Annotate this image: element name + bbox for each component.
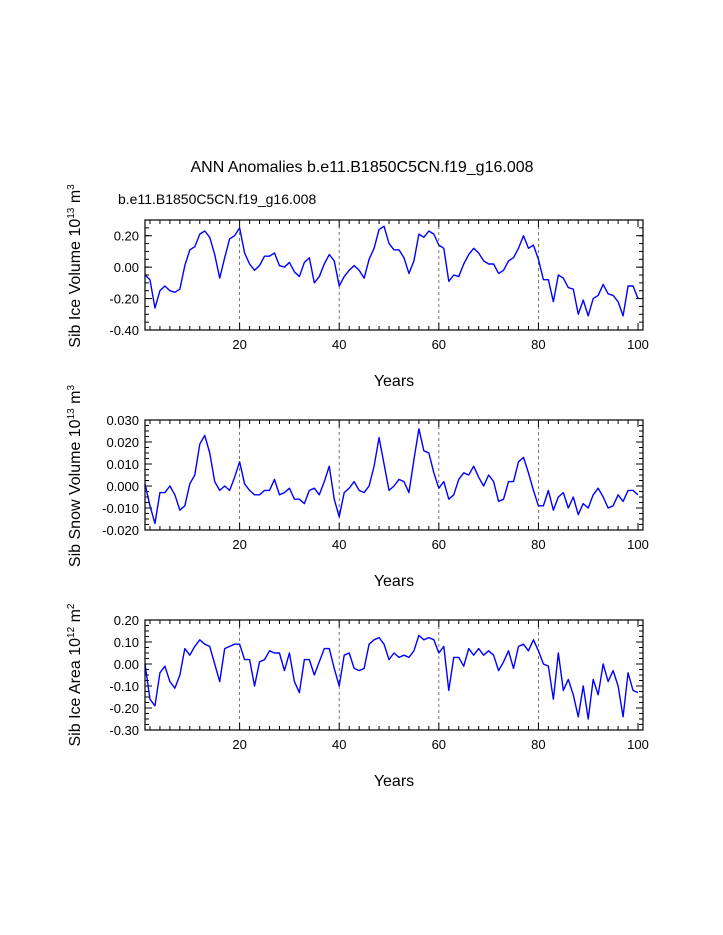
figure-title: ANN Anomalies b.e11.B1850C5CN.f19_g16.00… <box>190 159 533 176</box>
x-tick-label: 100 <box>627 537 649 552</box>
y-tick-label: -0.010 <box>102 501 139 516</box>
x-tick-label: 60 <box>432 737 446 752</box>
x-tick-label: 80 <box>531 737 545 752</box>
y-tick-label: -0.20 <box>109 701 139 716</box>
panel-snow: 20 40 60 80 100 -0.020 -0.010 0.000 0.010 0.020 0.… <box>66 385 649 591</box>
x-axis-label: Years <box>374 773 414 790</box>
series-line-area <box>144 634 639 720</box>
x-tick-label: 100 <box>627 737 649 752</box>
y-tick-label: 0.10 <box>114 635 139 650</box>
x-tick-label: 80 <box>531 337 545 352</box>
x-tick-label: 20 <box>232 337 246 352</box>
x-axis-label: Years <box>374 573 414 590</box>
plot-frame <box>144 219 644 331</box>
y-tick-label: -0.30 <box>109 723 139 738</box>
x-tick-label: 40 <box>332 337 346 352</box>
y-tick-label: 0.000 <box>106 479 139 494</box>
x-axis-label: Years <box>374 373 414 390</box>
x-tick-label: 40 <box>332 537 346 552</box>
x-tick-label: 40 <box>332 737 346 752</box>
y-tick-label: 0.00 <box>114 260 139 275</box>
panel-volume: 20 40 60 80 100 -0.40 -0.20 0.00 0.20 Years Sib Ic… <box>66 184 649 390</box>
x-tick-label: 60 <box>432 337 446 352</box>
y-tick-label: 0.00 <box>114 657 139 672</box>
y-tick-label: 0.20 <box>114 229 139 244</box>
series-line-volume <box>144 225 639 317</box>
series-line-snow <box>144 428 639 525</box>
y-tick-label: -0.40 <box>109 323 139 338</box>
y-tick-label: 0.020 <box>106 435 139 450</box>
y-tick-label: -0.020 <box>102 523 139 538</box>
y-tick-label: 0.20 <box>114 613 139 628</box>
panel-area: 20 40 60 80 100 -0.30 -0.20 -0.10 0.00 0.10 0.20 Ye… <box>66 603 649 790</box>
y-tick-label: 0.010 <box>106 457 139 472</box>
y-axis-label: Sib Snow Volume 1013 m3 <box>66 385 84 568</box>
x-tick-label: 60 <box>432 537 446 552</box>
plot-frame <box>144 419 644 531</box>
chart-panels: 20 40 60 80 100 -0.40 -0.20 0.00 0.20 Years Sib Ic… <box>66 184 649 790</box>
case-label: b.e11.B1850C5CN.f19_g16.008 <box>118 191 316 207</box>
y-axis-label: Sib Ice Volume 1013 m3 <box>66 184 84 348</box>
x-tick-label: 20 <box>232 537 246 552</box>
plot-frame <box>144 619 644 731</box>
y-tick-label: 0.030 <box>106 413 139 428</box>
x-tick-label: 20 <box>232 737 246 752</box>
y-tick-label: -0.10 <box>109 679 139 694</box>
x-tick-label: 80 <box>531 537 545 552</box>
y-axis-label: Sib Ice Area 1012 m2 <box>66 603 84 746</box>
y-tick-label: -0.20 <box>109 292 139 307</box>
x-tick-label: 100 <box>627 337 649 352</box>
